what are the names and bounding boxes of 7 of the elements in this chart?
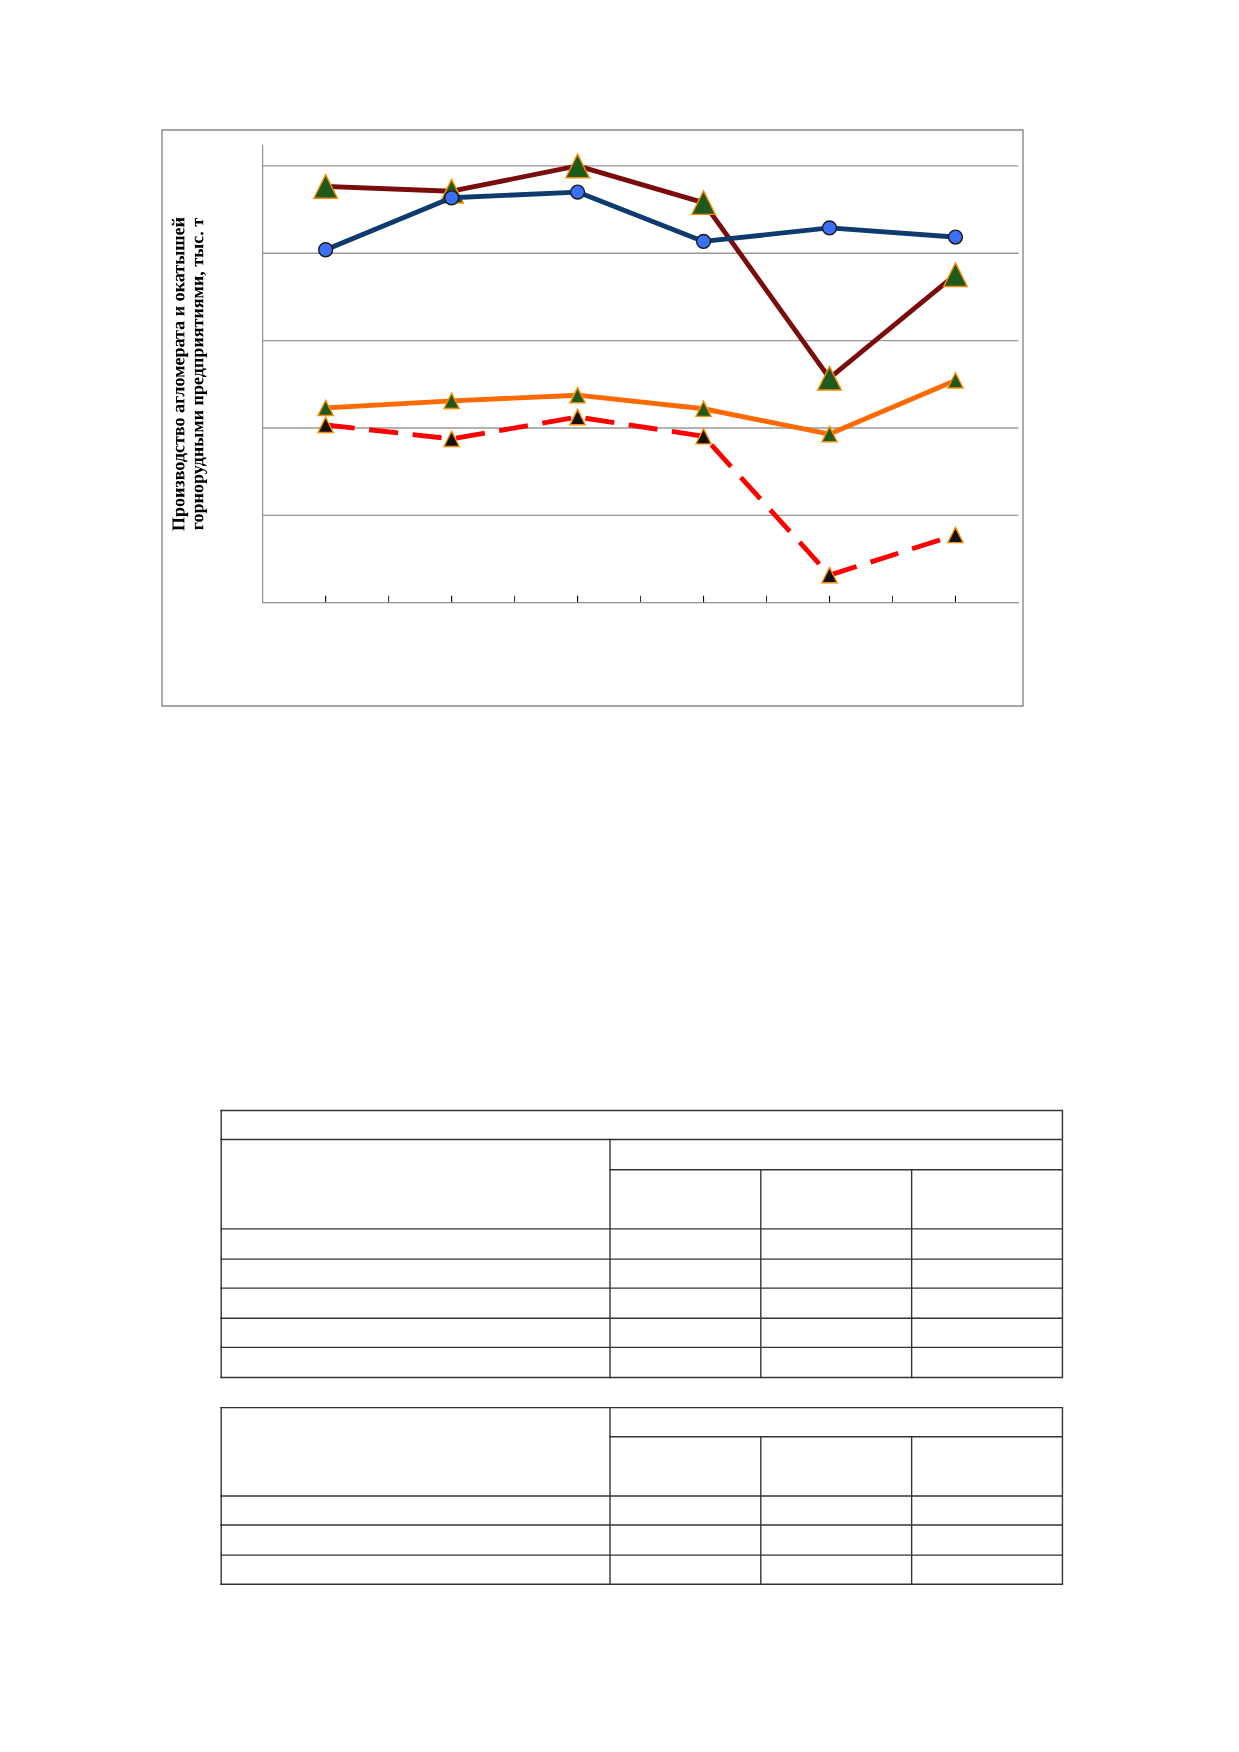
point bbox=[443, 392, 460, 410]
point bbox=[569, 386, 586, 404]
point bbox=[947, 372, 964, 389]
y-axis-title: Производство агломерата и окатышей горнорудными предприятиями, тыс. т bbox=[171, 217, 208, 531]
point bbox=[821, 425, 838, 443]
point bbox=[695, 400, 712, 418]
point bbox=[317, 399, 334, 417]
